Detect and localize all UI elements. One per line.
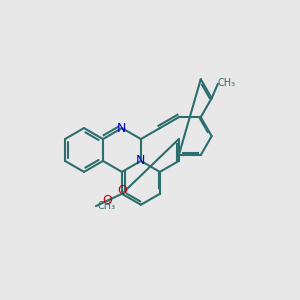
Text: N: N xyxy=(136,154,146,167)
Text: O: O xyxy=(117,184,127,197)
Text: O: O xyxy=(102,194,112,207)
Text: N: N xyxy=(117,122,127,135)
Text: CH₃: CH₃ xyxy=(98,201,116,211)
Text: CH₃: CH₃ xyxy=(218,78,236,88)
